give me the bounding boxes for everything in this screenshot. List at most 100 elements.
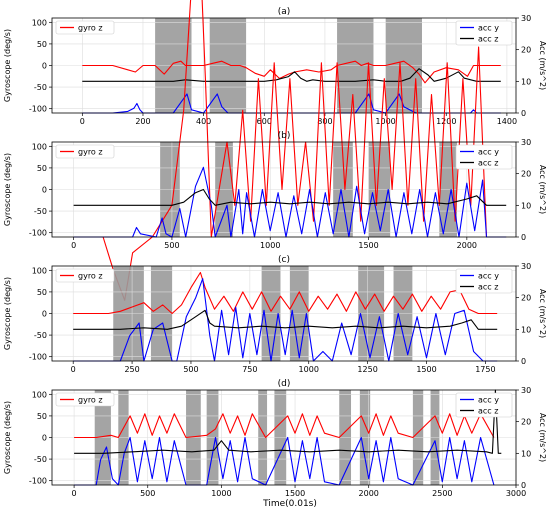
x-tick-label: 2000 [359, 489, 379, 498]
y-tick-label-right: 20 [521, 294, 531, 303]
x-tick-label: 250 [124, 365, 139, 374]
y-tick-label-left: -50 [34, 83, 47, 92]
legend-label: gyro z [78, 24, 103, 33]
legend-left: gyro z [55, 20, 115, 35]
x-tick-label: 400 [196, 117, 211, 126]
legend-left: gyro z [55, 268, 115, 283]
y-tick-label-right: 20 [521, 46, 531, 55]
x-tick-label: 500 [183, 365, 198, 374]
x-tick-label: 1000 [211, 489, 231, 498]
y-axis-label-left: Gyroscope (deg/s) [3, 153, 12, 226]
panel-3: 0 500 1000 1500 2000 2500 3000-100-50050100010… [3, 379, 547, 498]
y-tick-label-left: -50 [34, 331, 47, 340]
y-tick-label-left: -100 [29, 477, 47, 486]
legend-box [55, 144, 115, 159]
x-tick-label: 2500 [432, 489, 452, 498]
x-tick-label: 1000 [260, 241, 280, 250]
y-tick-label-right: 0 [521, 109, 526, 118]
x-axis-label: Time(0.01s) [262, 499, 317, 509]
panel-title: (c) [278, 255, 290, 265]
panel-title: (d) [278, 379, 291, 389]
legend-label: acc z [478, 407, 498, 416]
y-tick-label-right: 30 [521, 262, 531, 271]
legend-left: gyro z [55, 144, 115, 159]
panel-0: 0 200 400 600 800 1000 1200 1400-100-5005010001… [3, 7, 547, 126]
y-axis-label-left: Gyroscope (deg/s) [3, 277, 12, 350]
y-tick-label-right: 20 [521, 418, 531, 427]
legend-right: acc y acc z [455, 268, 513, 294]
y-tick-label-left: 100 [32, 142, 47, 151]
x-tick-label: 3000 [506, 489, 526, 498]
legend-label: gyro z [78, 272, 103, 281]
legend-label: acc z [478, 159, 498, 168]
y-tick-label-right: 0 [521, 233, 526, 242]
legend-label: acc y [478, 396, 499, 405]
legend-right: acc y acc z [455, 392, 513, 418]
x-tick-label: 1000 [299, 365, 319, 374]
y-tick-label-left: -100 [29, 353, 47, 362]
x-tick-label: 200 [135, 117, 150, 126]
legend-label: gyro z [78, 396, 103, 405]
y-tick-label-right: 10 [521, 325, 531, 334]
x-tick-label: 0 [72, 489, 77, 498]
legend-label: acc z [478, 283, 498, 292]
legend-label: acc z [478, 35, 498, 44]
y-tick-label-left: 100 [32, 18, 47, 27]
x-tick-label: 750 [242, 365, 257, 374]
series-line-acc-z [73, 188, 507, 206]
x-tick-label: 1250 [357, 365, 377, 374]
legend-box [55, 20, 115, 35]
y-tick-label-right: 10 [521, 449, 531, 458]
y-tick-label-left: -50 [34, 207, 47, 216]
series-line-acc-z [73, 309, 498, 330]
x-tick-label: 1400 [497, 117, 517, 126]
y-axis-label-left: Gyroscope (deg/s) [3, 401, 12, 474]
x-tick-label: 1000 [375, 117, 395, 126]
series-line-acc-y [73, 166, 507, 238]
panel-1: 0 500 1000 1500 2000-100-500501000102030(b)G… [3, 0, 547, 301]
series-line-acc-z [74, 389, 502, 454]
plot-frame [51, 389, 517, 486]
y-tick-label-right: 30 [521, 138, 531, 147]
y-tick-label-right: 30 [521, 14, 531, 23]
y-axis-label-right: Acc (m/s^2) [538, 165, 547, 214]
y-tick-label-right: 20 [521, 170, 531, 179]
legend-left: gyro z [55, 392, 115, 407]
legend-right: acc y acc z [455, 20, 513, 46]
y-tick-label-left: 100 [32, 266, 47, 275]
x-tick-label: 500 [164, 241, 179, 250]
series-line-acc-z [82, 68, 501, 82]
x-tick-label: 1500 [416, 365, 436, 374]
y-axis-label-right: Acc (m/s^2) [538, 289, 547, 338]
y-tick-label-left: 0 [42, 186, 47, 195]
y-axis-label-right: Acc (m/s^2) [538, 413, 547, 462]
x-tick-label: 0 [71, 241, 76, 250]
x-tick-label: 500 [140, 489, 155, 498]
y-axis-label-left: Gyroscope (deg/s) [3, 29, 12, 102]
panel-title: (a) [278, 7, 291, 17]
y-tick-label-left: -100 [29, 105, 47, 114]
x-tick-label: 600 [257, 117, 272, 126]
legend-box [55, 392, 115, 407]
series-line-gyro-z [82, 60, 501, 84]
y-tick-label-left: -100 [29, 229, 47, 238]
y-tick-label-right: 0 [521, 481, 526, 490]
y-tick-label-left: 100 [32, 390, 47, 399]
plot-frame [51, 265, 517, 362]
y-tick-label-left: 50 [37, 288, 47, 297]
y-tick-label-left: 50 [37, 164, 47, 173]
legend-right: acc y acc z [455, 144, 513, 170]
y-tick-label-left: -50 [34, 455, 47, 464]
x-tick-label: 1200 [436, 117, 456, 126]
y-tick-label-right: 10 [521, 201, 531, 210]
x-tick-label: 0 [80, 117, 85, 126]
plot-frame [51, 17, 517, 114]
legend-label: acc y [478, 148, 499, 157]
x-tick-label: 1750 [475, 365, 495, 374]
y-tick-label-left: 0 [42, 310, 47, 319]
y-axis-label-right: Acc (m/s^2) [538, 41, 547, 90]
series-line-acc-y [82, 93, 501, 114]
y-tick-label-left: 50 [37, 412, 47, 421]
panel-2: 0 250 500 750 1000 1250 1500 1750-100-500501000… [3, 255, 547, 374]
